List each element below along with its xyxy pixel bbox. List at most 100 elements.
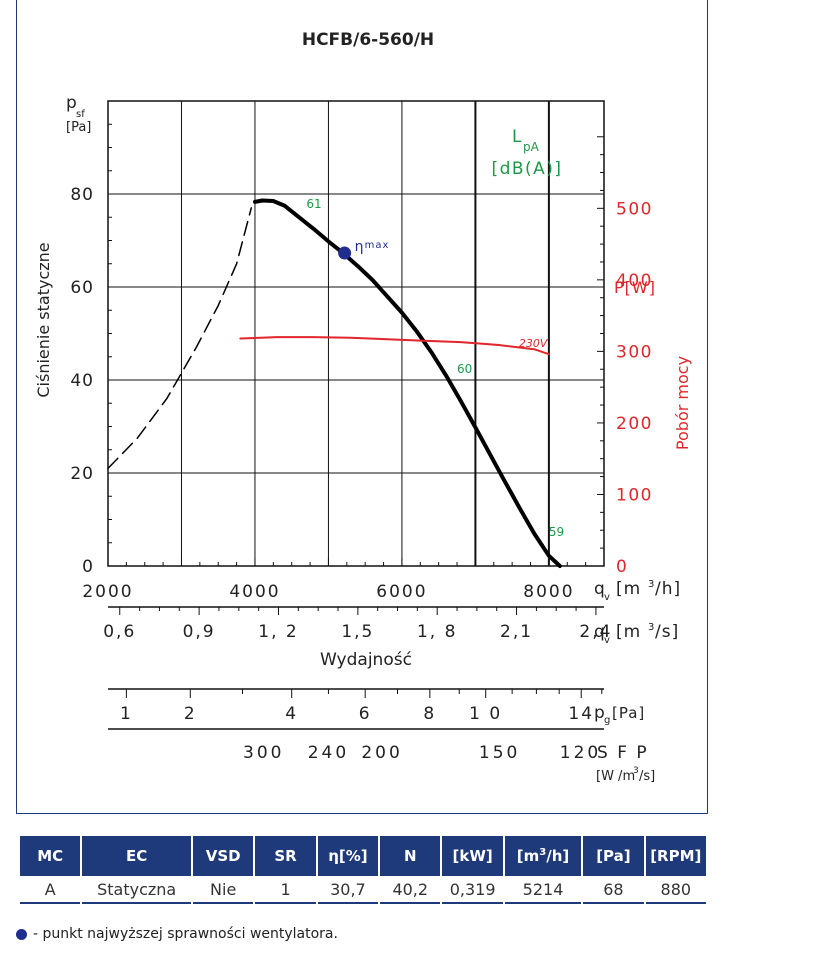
noise-label: 59 <box>549 525 564 539</box>
x4-tick-label: 120 <box>560 743 601 763</box>
x2-tick-label: 1,5 <box>341 622 374 642</box>
x2-symbol-sub: v <box>604 635 610 646</box>
x3-tick-label: 1 <box>120 704 133 724</box>
y-axis-title: Ciśnienie statyczne <box>34 242 53 397</box>
y2-tick-label: 500 <box>616 199 653 219</box>
x4-unit-post: /s] <box>639 769 655 784</box>
x1-unit-post: /h] <box>655 579 681 599</box>
x2-tick-label: 2,4 <box>579 622 612 642</box>
y2-tick-label: 400 <box>616 271 653 291</box>
x3-symbol: p <box>594 703 605 723</box>
fan-performance-chart: 0 20 40 60 80 0 100 200 300 400 500 Ciśnienie staty… <box>34 30 692 784</box>
x2-unit-sup: 3 <box>648 622 654 633</box>
y-tick-label: 80 <box>70 185 94 205</box>
y2-tick-label: 200 <box>616 414 653 434</box>
x3-tick-label: 14 <box>568 704 594 724</box>
x-axis-title: Wydajność <box>320 650 412 670</box>
series-fan-curve <box>253 198 562 568</box>
x3-tick-label: 6 <box>359 704 372 724</box>
legend-sub: pA <box>523 140 540 154</box>
x1-unit-sup: 3 <box>648 579 654 590</box>
table-cell-kw: 0,319 <box>442 876 503 904</box>
noise-label: 61 <box>306 197 321 211</box>
series-stall-curve <box>107 207 253 470</box>
x2-tick-label: 0,9 <box>183 622 216 642</box>
table-cell-flow: 5214 <box>504 876 582 904</box>
table-cell-rpm: 880 <box>645 876 706 904</box>
y-tick-label: 20 <box>70 464 94 484</box>
x2-tick-label: 1, 8 <box>417 622 457 642</box>
chart-frame <box>16 0 708 814</box>
footnote-text: - punkt najwyższej sprawności wentylator… <box>33 926 338 942</box>
max-efficiency-dot-icon <box>16 928 27 940</box>
y-tick-label: 40 <box>70 371 94 391</box>
grid <box>107 100 605 730</box>
series-power-curve <box>239 336 550 356</box>
table-cell-mc: A <box>20 876 81 904</box>
table-header-sr: SR <box>255 836 316 876</box>
curves <box>107 198 562 568</box>
y-tick-label: 0 <box>82 557 94 577</box>
x4-unit-pre: [W /m <box>596 769 635 784</box>
table-cell-sr: 1 <box>255 876 316 904</box>
labels: 0 20 40 60 80 0 100 200 300 400 500 Ciśnienie staty… <box>34 30 692 784</box>
table-header-ec: EC <box>82 836 191 876</box>
y2-tick-label: 0 <box>616 557 628 577</box>
table-cell-eta: 30,7 <box>317 876 379 904</box>
x1-tick-label: 8000 <box>523 582 574 602</box>
max-point-label: η <box>355 239 364 255</box>
x4-unit-sup: 3 <box>633 766 639 776</box>
chart-title: HCFB/6-560/H <box>302 30 434 50</box>
table-header-pa: [Pa] <box>583 836 644 876</box>
table-cell-ec: Statyczna <box>82 876 191 904</box>
x2-tick-label: 2,1 <box>500 622 533 642</box>
table-header-flow: [m3/h] <box>504 836 582 876</box>
x4-tick-label: 200 <box>361 743 402 763</box>
specs-table: MC EC VSD SR η[%] N [kW] [m3/h] [Pa] [RPM] A Staty… <box>18 836 708 904</box>
plot-area <box>107 100 605 567</box>
table-header-mc: MC <box>20 836 81 876</box>
x3-tick-label: 4 <box>285 704 298 724</box>
y2-tick-label: 300 <box>616 342 653 362</box>
legend-unit: [dB(A)] <box>491 159 562 179</box>
x2-tick-label: 0,6 <box>103 622 136 642</box>
table-header-eta: η[%] <box>317 836 379 876</box>
table-header-rpm: [RPM] <box>645 836 706 876</box>
table-header-vsd: VSD <box>193 836 254 876</box>
x2-symbol: q <box>594 622 605 642</box>
x4-tick-label: 240 <box>308 743 349 763</box>
x1-tick-label: 6000 <box>376 582 427 602</box>
table-cell-n: 40,2 <box>380 876 441 904</box>
unit-superscript: 3 <box>539 847 547 858</box>
x3-tick-label: 2 <box>184 704 197 724</box>
table-header-n: N <box>380 836 441 876</box>
max-point-label-sup: max <box>365 240 390 251</box>
y2-axis-title: Pobór mocy <box>673 356 692 450</box>
x1-tick-label: 2000 <box>82 582 133 602</box>
x3-symbol-sub: g <box>604 715 610 726</box>
x4-tick-label: 300 <box>243 743 284 763</box>
table-header-kw: [kW] <box>442 836 503 876</box>
x2-unit-post: /s] <box>655 622 679 642</box>
y-axis-symbol: p <box>66 93 77 113</box>
x4-label: S F P <box>597 743 649 763</box>
x1-symbol: q <box>594 579 605 599</box>
table-cell-vsd: Nie <box>193 876 254 904</box>
x3-unit: [Pa] <box>612 704 645 722</box>
legend-label: L <box>512 127 522 147</box>
x3-tick-label: 1 0 <box>469 704 502 724</box>
x2-tick-label: 1, 2 <box>258 622 298 642</box>
y2-tick-label: 100 <box>616 485 653 505</box>
y-axis-symbol-sub: sf <box>76 109 85 120</box>
x4-tick-label: 150 <box>479 743 520 763</box>
footnote: - punkt najwyższej sprawności wentylator… <box>16 926 338 942</box>
table-cell-pa: 68 <box>583 876 644 904</box>
x1-tick-label: 4000 <box>229 582 280 602</box>
x1-unit-pre: [m <box>616 579 641 599</box>
max-efficiency-point <box>338 246 352 260</box>
noise-label: 60 <box>457 362 472 376</box>
y2-axis-unit: P[W] <box>614 278 656 297</box>
y-tick-label: 60 <box>70 278 94 298</box>
series-name-label: 230V <box>519 337 549 350</box>
x2-unit-pre: [m <box>616 622 641 642</box>
